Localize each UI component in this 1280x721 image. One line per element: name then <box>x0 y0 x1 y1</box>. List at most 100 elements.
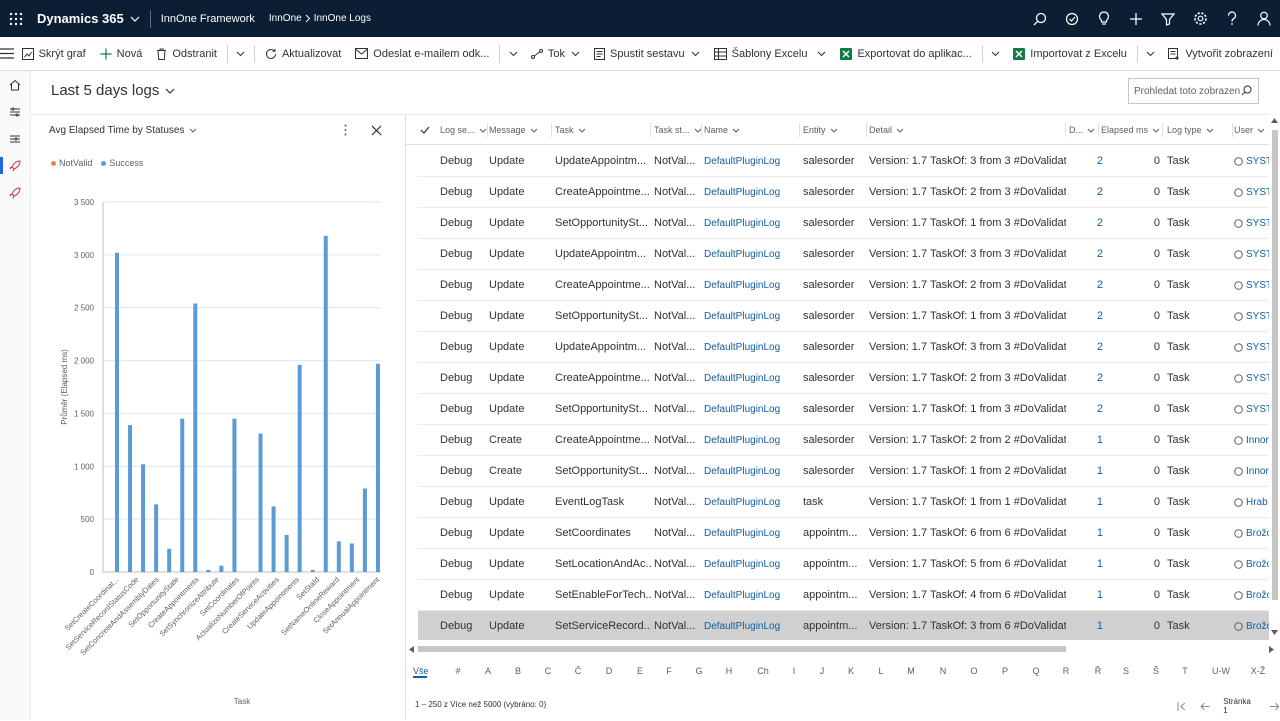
name-link[interactable]: DefaultPluginLog <box>704 487 800 517</box>
email-dropdown-chevron-icon[interactable] <box>503 37 524 71</box>
bar[interactable] <box>193 303 197 572</box>
run-report-button[interactable]: Spustit sestavu <box>587 37 707 71</box>
select-all-checkbox[interactable] <box>420 115 442 145</box>
jump-bar-letter[interactable]: T <box>1173 666 1197 676</box>
jump-bar-letter[interactable]: Č <box>566 666 590 676</box>
bar[interactable] <box>167 549 171 572</box>
gear-icon[interactable] <box>1184 0 1216 37</box>
column-header[interactable]: Log se... <box>440 115 488 145</box>
name-link[interactable]: DefaultPluginLog <box>704 611 800 640</box>
jump-bar-letter[interactable]: H <box>717 666 741 676</box>
bar[interactable] <box>115 253 119 572</box>
jump-bar-letter[interactable]: F <box>657 666 681 676</box>
name-link[interactable]: DefaultPluginLog <box>704 394 800 424</box>
export-dropdown-chevron-icon[interactable] <box>985 37 1006 71</box>
chart-selector[interactable]: Avg Elapsed Time by Statuses <box>49 125 197 136</box>
bar[interactable] <box>285 535 289 572</box>
scroll-up-icon[interactable] <box>1271 118 1278 123</box>
hamburger-menu-icon[interactable] <box>0 37 15 71</box>
scroll-right-icon[interactable] <box>1269 646 1274 653</box>
task-flow-icon[interactable] <box>1056 0 1088 37</box>
hide-chart-button[interactable]: Skrýt graf <box>15 37 93 71</box>
name-link[interactable]: DefaultPluginLog <box>704 456 800 486</box>
jump-bar-letter[interactable]: B <box>506 666 530 676</box>
column-header[interactable]: Entity <box>803 115 867 145</box>
import-excel-button[interactable]: Importovat z Excelu <box>1006 37 1134 71</box>
column-header[interactable]: Message <box>489 115 552 145</box>
breadcrumb-item[interactable]: InnOne Logs <box>314 13 371 24</box>
jump-bar-letter[interactable]: C <box>536 666 560 676</box>
name-link[interactable]: DefaultPluginLog <box>704 580 800 610</box>
bar[interactable] <box>298 365 302 572</box>
legend-item-notvalid[interactable]: NotValid <box>51 158 92 168</box>
jump-bar-letter[interactable]: E <box>628 666 652 676</box>
bar[interactable] <box>324 236 328 572</box>
more-dropdown-chevron-icon[interactable] <box>230 37 251 71</box>
column-header[interactable]: Task <box>555 115 651 145</box>
chevron-down-icon[interactable] <box>130 16 140 22</box>
bar[interactable] <box>376 364 380 572</box>
jump-bar-letter[interactable]: D <box>597 666 621 676</box>
jump-bar-letter[interactable]: Š <box>1144 666 1168 676</box>
bar[interactable] <box>350 543 354 572</box>
jump-bar-letter[interactable]: X-Ž <box>1246 666 1270 676</box>
bar[interactable] <box>259 434 263 572</box>
column-header[interactable]: Elapsed ms <box>1101 115 1163 145</box>
name-link[interactable]: DefaultPluginLog <box>704 518 800 548</box>
bar[interactable] <box>180 419 184 572</box>
bar[interactable] <box>272 506 276 572</box>
column-header[interactable]: D... <box>1069 115 1099 145</box>
search-icon[interactable] <box>1241 85 1252 96</box>
bar[interactable] <box>337 541 341 572</box>
innone-logs-nav-item[interactable] <box>0 152 30 179</box>
jump-bar-letter[interactable]: K <box>839 666 863 676</box>
legend-item-success[interactable]: Success <box>101 158 143 168</box>
jump-bar-letter[interactable]: Vše <box>413 666 427 678</box>
bar[interactable] <box>154 504 158 572</box>
jump-bar-letter[interactable]: J <box>810 666 834 676</box>
user-avatar-icon[interactable] <box>1248 0 1280 37</box>
name-link[interactable]: DefaultPluginLog <box>704 270 800 300</box>
innone-nav-item[interactable] <box>0 179 30 206</box>
bar[interactable] <box>311 570 315 572</box>
scroll-down-icon[interactable] <box>1271 630 1278 635</box>
flow-button[interactable]: Tok <box>524 37 587 71</box>
area-name[interactable]: InnOne Framework <box>161 13 255 25</box>
app-launcher-icon[interactable] <box>1 0 31 37</box>
vertical-scrollbar[interactable] <box>1269 114 1280 640</box>
jump-bar-letter[interactable]: G <box>687 666 711 676</box>
jump-bar-letter[interactable]: M <box>899 666 923 676</box>
plus-icon[interactable] <box>1120 0 1152 37</box>
pinned-nav-item[interactable] <box>0 125 30 152</box>
recent-nav-item[interactable] <box>0 98 30 125</box>
jump-bar-letter[interactable]: P <box>993 666 1017 676</box>
email-link-button[interactable]: Odeslat e-mailem odk... <box>348 37 496 71</box>
bar[interactable] <box>232 419 236 572</box>
jump-bar-letter[interactable]: U-W <box>1209 666 1233 676</box>
name-link[interactable]: DefaultPluginLog <box>704 301 800 331</box>
jump-bar-letter[interactable]: N <box>931 666 955 676</box>
next-page-icon[interactable] <box>1269 702 1280 711</box>
help-icon[interactable] <box>1216 0 1248 37</box>
bar[interactable] <box>363 488 367 572</box>
name-link[interactable]: DefaultPluginLog <box>704 146 800 176</box>
jump-bar-letter[interactable]: Ch <box>751 666 775 676</box>
more-options-icon[interactable] <box>338 121 352 139</box>
scroll-left-icon[interactable] <box>409 646 414 653</box>
new-button[interactable]: Nová <box>93 37 150 71</box>
bar[interactable] <box>128 425 132 572</box>
first-page-icon[interactable] <box>1177 702 1187 711</box>
column-header[interactable]: Name <box>704 115 800 145</box>
